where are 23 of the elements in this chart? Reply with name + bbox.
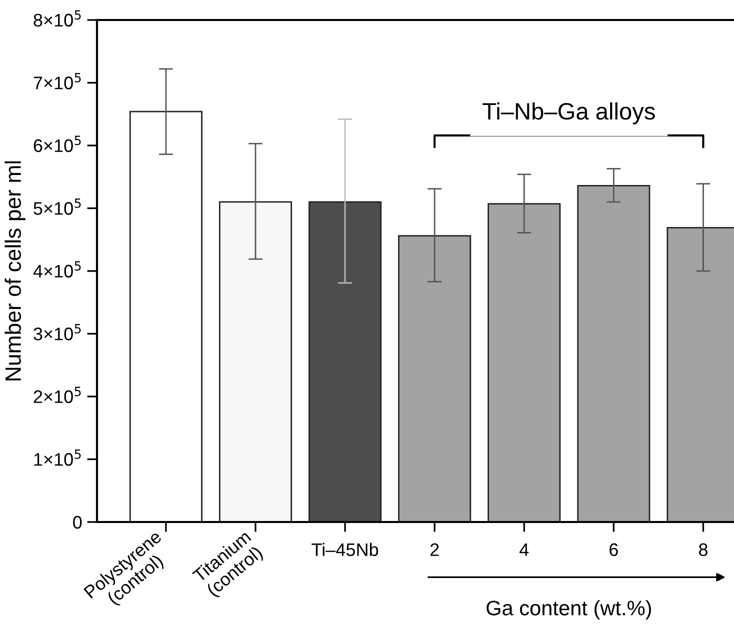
y-tick-label: 6×10$^{5}$ bbox=[34, 136, 81, 152]
y-tick-label: 3×10$^{5}$ bbox=[34, 324, 81, 340]
x-tick-label: 2 bbox=[430, 543, 439, 556]
y-tick-label: 5×10$^{5}$ bbox=[34, 198, 81, 215]
x-tick-label: 8 bbox=[698, 543, 708, 556]
y-tick-label: 4×10$^{5}$ bbox=[33, 261, 81, 278]
y-axis-title: Number of cells per ml bbox=[4, 161, 26, 380]
y-tick-label: 1×10$^{5}$ bbox=[34, 450, 81, 466]
x-axis-title: Ga content (wt.%) bbox=[486, 600, 651, 620]
y-tick-label: 7×10$^{5}$ bbox=[34, 73, 81, 90]
x-tick-label: 4 bbox=[520, 543, 529, 556]
x-tick-label: Ti–45Nb bbox=[312, 542, 378, 556]
bar bbox=[308, 201, 382, 522]
y-tick-label: 2×10$^{5}$ bbox=[34, 386, 81, 404]
y-tick-label: 0 bbox=[73, 516, 82, 529]
x-tick-label: 6 bbox=[610, 543, 618, 556]
bar bbox=[488, 203, 561, 522]
bar bbox=[218, 201, 292, 522]
bar bbox=[577, 184, 650, 522]
bar bbox=[398, 235, 472, 522]
bar bbox=[129, 110, 202, 522]
y-tick-label: 8×10$^{5}$ bbox=[34, 10, 81, 27]
annotation: Ti–Nb–Ga alloys bbox=[482, 102, 655, 124]
